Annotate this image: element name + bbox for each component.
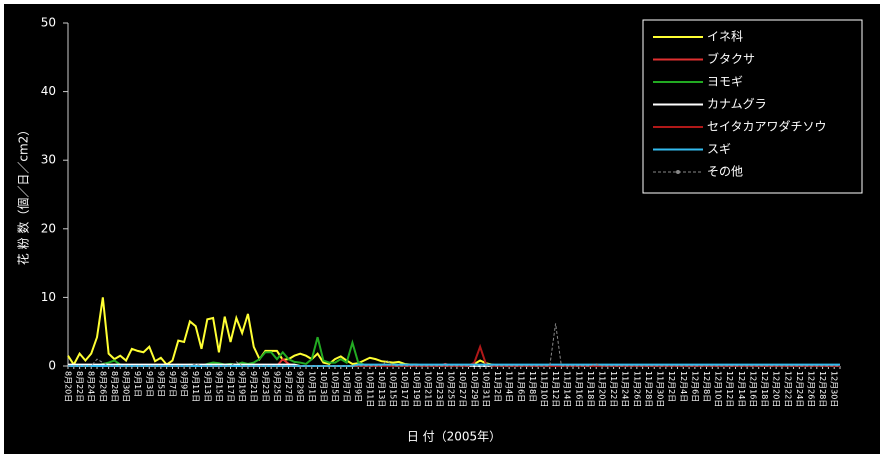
- x-tick-label: 11月24日: [621, 371, 630, 407]
- x-tick-label: 12月2日: [667, 371, 676, 402]
- legend-label: イネ科: [707, 30, 743, 44]
- x-tick-label: 10月21日: [423, 371, 432, 407]
- x-tick-label: 9月29日: [296, 371, 305, 402]
- x-tick-label: 10月5日: [331, 371, 340, 402]
- x-tick-label: 10月15日: [389, 371, 398, 407]
- x-tick-label: 8月20日: [64, 371, 73, 402]
- legend-label: スギ: [707, 142, 731, 156]
- x-tick-label: 12月30日: [830, 371, 839, 407]
- x-tick-label: 8月26日: [98, 371, 107, 402]
- x-axis-label: 日 付（2005年）: [407, 430, 501, 444]
- x-tick-label: 9月19日: [238, 371, 247, 402]
- x-tick-label: 11月10日: [539, 371, 548, 407]
- x-tick-label: 11月26日: [632, 371, 641, 407]
- y-tick-label: 10: [41, 290, 56, 304]
- x-tick-label: 11月14日: [563, 371, 572, 407]
- x-tick-label: 12月22日: [783, 371, 792, 407]
- x-tick-label: 10月1日: [307, 371, 316, 402]
- x-tick-label: 10月7日: [342, 371, 351, 402]
- x-tick-label: 9月17日: [226, 371, 235, 402]
- x-tick-label: 8月24日: [87, 371, 96, 402]
- y-tick-label: 20: [41, 221, 56, 235]
- y-tick-label: 50: [41, 16, 56, 30]
- x-tick-label: 9月5日: [156, 371, 165, 397]
- x-tick-label: 10月13日: [377, 371, 386, 407]
- x-tick-label: 10月23日: [435, 371, 444, 407]
- x-tick-label: 10月29日: [470, 371, 479, 407]
- x-tick-label: 11月20日: [598, 371, 607, 407]
- x-tick-label: 9月15日: [214, 371, 223, 402]
- x-tick-label: 10月19日: [412, 371, 421, 407]
- x-tick-label: 12月10日: [714, 371, 723, 407]
- x-tick-label: 11月2日: [493, 371, 502, 402]
- x-tick-label: 9月7日: [168, 371, 177, 397]
- x-tick-label: 9月1日: [133, 371, 142, 397]
- x-tick-label: 9月21日: [249, 371, 258, 402]
- x-tick-label: 11月28日: [644, 371, 653, 407]
- legend-box: [642, 19, 863, 194]
- y-tick-label: 40: [41, 84, 56, 98]
- series-line: [68, 363, 840, 367]
- x-tick-label: 10月11日: [365, 371, 374, 407]
- x-tick-label: 9月25日: [272, 371, 281, 402]
- x-tick-label: 11月6日: [516, 371, 525, 402]
- x-tick-label: 12月4日: [679, 371, 688, 402]
- legend-label: ヨモギ: [707, 75, 743, 89]
- x-tick-label: 10月31日: [481, 371, 490, 407]
- x-tick-label: 11月4日: [505, 371, 514, 402]
- y-tick-label: 30: [41, 153, 56, 167]
- x-tick-label: 9月3日: [145, 371, 154, 397]
- x-tick-label: 12月6日: [690, 371, 699, 402]
- x-tick-label: 12月28日: [818, 371, 827, 407]
- x-tick-label: 11月30日: [656, 371, 665, 407]
- legend-label: セイタカアワダチソウ: [707, 119, 827, 134]
- x-tick-label: 11月16日: [574, 371, 583, 407]
- x-tick-label: 10月17日: [400, 371, 409, 407]
- series-line: [68, 323, 840, 367]
- x-tick-label: 10月3日: [319, 371, 328, 402]
- x-tick-label: 9月11日: [191, 371, 200, 402]
- x-tick-label: 12月20日: [772, 371, 781, 407]
- x-tick-label: 9月23日: [261, 371, 270, 402]
- x-tick-label: 11月22日: [609, 371, 618, 407]
- x-tick-label: 12月26日: [806, 371, 815, 407]
- x-tick-label: 8月28日: [110, 371, 119, 402]
- x-tick-label: 11月12日: [551, 371, 560, 407]
- legend-label: カナムグラ: [707, 97, 767, 111]
- x-tick-label: 11月18日: [586, 371, 595, 407]
- y-tick-label: 0: [48, 359, 56, 373]
- x-tick-label: 9月9日: [180, 371, 189, 397]
- x-tick-label: 12月18日: [760, 371, 769, 407]
- legend-dot: [676, 170, 680, 174]
- x-tick-label: 8月30日: [122, 371, 131, 402]
- x-tick-label: 12月24日: [795, 371, 804, 407]
- legend-label: その他: [707, 165, 743, 179]
- x-tick-label: 9月27日: [284, 371, 293, 402]
- x-tick-label: 11月8日: [528, 371, 537, 402]
- x-tick-label: 9月13日: [203, 371, 212, 402]
- x-tick-label: 12月12日: [725, 371, 734, 407]
- x-tick-label: 10月25日: [447, 371, 456, 407]
- x-tick-label: 10月27日: [458, 371, 467, 407]
- legend-label: ブタクサ: [707, 51, 755, 66]
- x-tick-label: 12月8日: [702, 371, 711, 402]
- x-tick-label: 10月9日: [354, 371, 363, 402]
- x-tick-label: 12月16日: [748, 371, 757, 407]
- x-tick-label: 8月22日: [75, 371, 84, 402]
- y-axis-label: 花 粉 数（個／日／cm2）: [16, 124, 31, 266]
- x-tick-label: 12月14日: [737, 371, 746, 407]
